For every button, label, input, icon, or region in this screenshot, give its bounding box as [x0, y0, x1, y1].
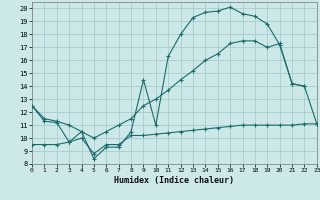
X-axis label: Humidex (Indice chaleur): Humidex (Indice chaleur): [115, 176, 234, 185]
